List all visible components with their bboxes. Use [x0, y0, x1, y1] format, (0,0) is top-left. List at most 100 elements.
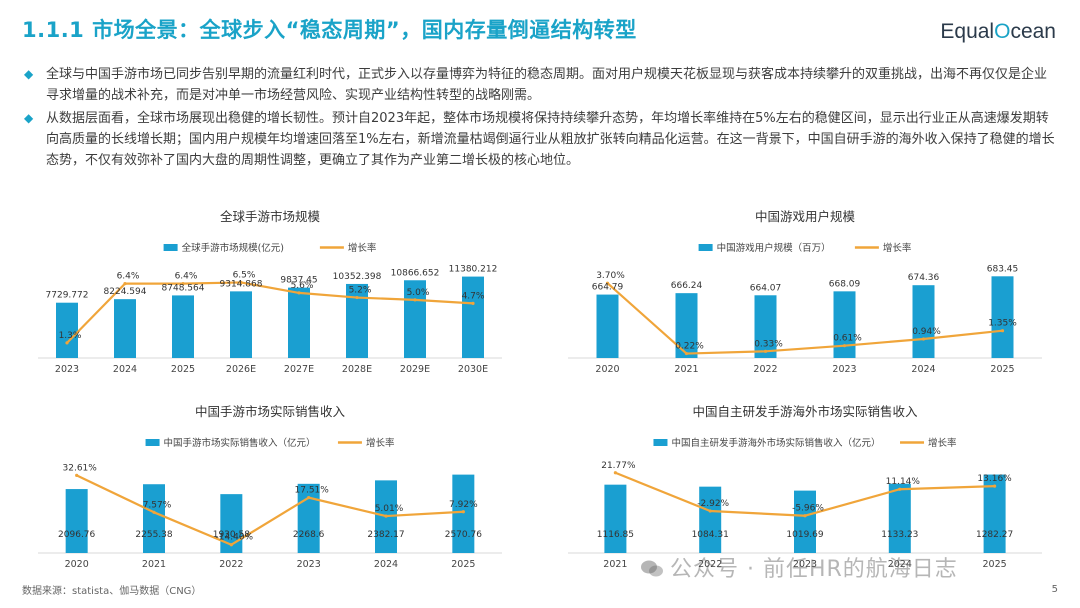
bar-value-label: 2570.76 — [445, 530, 482, 540]
page-title: 1.1.1 市场全景：全球步入“稳态周期”，国内存量倒逼结构转型 — [22, 18, 637, 42]
growth-point — [355, 295, 359, 300]
bar-mark — [346, 283, 368, 358]
growth-value-label: 21.77% — [601, 461, 636, 471]
bar-value-label: 7729.772 — [46, 291, 89, 301]
bar-mark — [794, 490, 816, 553]
growth-point — [898, 487, 902, 491]
legend-swatch-bar — [163, 244, 178, 251]
growth-point — [413, 298, 417, 302]
growth-point — [181, 282, 185, 286]
growth-point — [471, 301, 475, 305]
bar-value-label: 1282.27 — [976, 530, 1013, 540]
growth-point — [239, 280, 243, 285]
bar-value-label: 10866.652 — [391, 268, 440, 278]
bar-value-label: 674.36 — [908, 273, 940, 283]
growth-value-label: 1.3% — [59, 331, 82, 341]
logo-text-o: O — [994, 20, 1011, 43]
chart-svg: 中国自主研发手游海外市场实际销售收入中国自主研发手游海外市场实际销售收入（亿元）… — [568, 404, 1042, 570]
x-tick-label: 2027E — [284, 364, 314, 375]
legend-label-line: 增长率 — [883, 242, 912, 254]
growth-line — [606, 282, 1003, 355]
x-tick-label: 2028E — [342, 364, 372, 375]
growth-value-label: 0.61% — [833, 334, 862, 344]
growth-value-label: -5.96% — [792, 504, 824, 514]
x-tick-label: 2024 — [113, 364, 137, 375]
bar-value-label: 8224.594 — [104, 287, 147, 297]
growth-value-label: 17.51% — [295, 486, 330, 496]
diamond-bullet-icon: ◆ — [24, 111, 34, 125]
legend-label-line: 增长率 — [928, 437, 957, 449]
x-tick-label: 2022 — [753, 364, 777, 375]
x-tick-label: 2025 — [451, 559, 475, 570]
brand-logo: EqualOcean — [940, 20, 1056, 44]
bar-mark — [604, 484, 627, 553]
chart-title: 全球手游市场规模 — [220, 209, 321, 224]
x-tick-label: 2022 — [219, 559, 243, 570]
bar-value-label: 664.79 — [592, 283, 624, 293]
bar-value-label: 10352.398 — [333, 272, 382, 282]
bar-mark — [983, 474, 1006, 553]
growth-point — [461, 510, 465, 514]
bar-mark — [230, 291, 252, 358]
bar-mark — [288, 287, 310, 358]
growth-value-label: 6.4% — [175, 272, 198, 282]
growth-value-label: 0.22% — [675, 342, 704, 352]
x-tick-label: 2022 — [698, 559, 722, 570]
growth-value-label: 13.16% — [977, 474, 1012, 484]
legend-swatch-bar — [698, 244, 713, 251]
growth-value-label: 6.5% — [233, 270, 256, 280]
bullet-text: 全球与中国手游市场已同步告别早期的流量红利时代，正式步入以存量博弈为特征的稳态周… — [46, 67, 1048, 103]
bar-value-label: 664.07 — [750, 283, 782, 293]
bar-value-label: 1019.69 — [786, 530, 823, 540]
bar-mark — [596, 294, 619, 358]
legend-label-line: 增长率 — [348, 242, 377, 254]
x-tick-label: 2021 — [603, 559, 627, 570]
growth-value-label: -14.40% — [216, 533, 254, 543]
x-tick-label: 2021 — [142, 559, 166, 570]
growth-value-label: 7.57% — [143, 500, 172, 510]
bar-mark — [462, 276, 484, 358]
bar-value-label: 1133.23 — [881, 530, 918, 540]
growth-point — [1000, 329, 1005, 333]
wechat-icon — [641, 560, 663, 577]
logo-text-prefix: Equal — [940, 20, 995, 43]
bar-value-label: 683.45 — [987, 264, 1019, 274]
legend-swatch-bar — [145, 439, 160, 446]
growth-line — [66, 281, 474, 344]
growth-line — [76, 474, 464, 546]
x-tick-label: 2023 — [793, 559, 817, 570]
growth-point — [763, 349, 768, 353]
bar-mark — [114, 299, 136, 358]
bar-value-label: 2382.17 — [367, 530, 404, 540]
growth-value-label: 32.61% — [63, 463, 98, 473]
growth-point — [993, 484, 997, 488]
chart-china-mobile-game-revenue: 中国手游市场实际销售收入 中国手游市场实际销售收入（亿元） 增长率 2096.76 22… — [30, 400, 510, 575]
bar-mark — [143, 484, 165, 553]
growth-point — [297, 291, 301, 295]
growth-point — [65, 341, 69, 345]
data-source-note: 数据来源：statista、伽马数据（CNG） — [22, 586, 202, 597]
growth-point — [384, 514, 388, 518]
bar-value-label: 2268.6 — [293, 530, 325, 540]
bar-mark — [220, 494, 243, 553]
growth-value-label: 5.6% — [291, 281, 314, 291]
x-tick-label: 2020 — [65, 559, 89, 570]
x-tick-label: 2023 — [297, 559, 321, 570]
x-tick-label: 2025 — [983, 559, 1007, 570]
legend-label-bar: 中国自主研发手游海外市场实际销售收入（亿元） — [671, 437, 880, 449]
growth-point — [842, 344, 847, 348]
growth-value-label: 11.14% — [886, 477, 921, 487]
bar-mark — [699, 486, 722, 553]
x-tick-label: 2025 — [171, 364, 195, 375]
growth-point — [921, 337, 926, 341]
x-tick-label: 2029E — [400, 364, 430, 375]
x-tick-label: 2024 — [374, 559, 398, 570]
summary-bullets: ◆ 全球与中国手游市场已同步告别早期的流量红利时代，正式步入以存量博弈为特征的稳… — [22, 64, 1058, 173]
x-tick-label: 2025 — [990, 364, 1014, 375]
bar-mark — [452, 474, 475, 553]
growth-point — [229, 543, 233, 547]
growth-value-label: 1.35% — [988, 319, 1017, 329]
